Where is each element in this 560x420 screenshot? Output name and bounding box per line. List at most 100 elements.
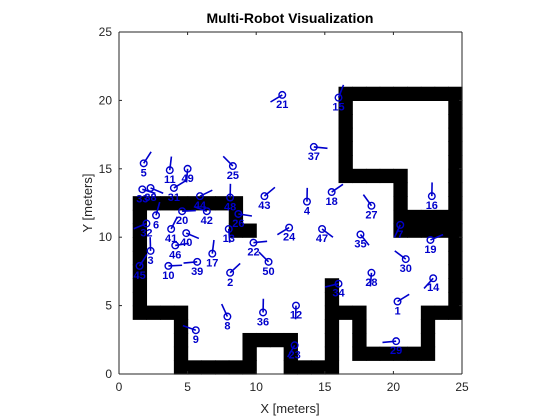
obstacle-cell — [407, 346, 422, 361]
robot-label: 20 — [176, 215, 188, 227]
obstacle-cell — [132, 196, 148, 211]
y-tick-label: 10 — [99, 230, 113, 244]
obstacle-cell — [132, 291, 148, 307]
robot-label: 31 — [168, 192, 180, 204]
obstacle-cell — [420, 86, 436, 101]
robot-label: 15 — [332, 102, 344, 114]
robot-label: 27 — [365, 210, 377, 222]
robot-label: 23 — [288, 349, 300, 361]
obstacle-cell — [420, 223, 436, 238]
robot-16: 16 — [426, 182, 438, 212]
robot-18: 18 — [326, 183, 344, 208]
robot-label: 24 — [283, 232, 296, 244]
robot-heading — [185, 232, 200, 240]
robot-label: 10 — [162, 270, 174, 282]
obstacle-cell — [420, 332, 436, 348]
robot-marker — [367, 268, 376, 277]
robot-label: 39 — [191, 266, 203, 278]
robot-label: 46 — [169, 249, 181, 261]
robot-17: 17 — [206, 239, 218, 270]
obstacle-cell — [283, 346, 298, 361]
obstacle-cell — [448, 127, 463, 143]
obstacle-cell — [132, 209, 148, 225]
robot-label: 34 — [332, 288, 345, 300]
robot-heading — [313, 146, 328, 150]
robot-label: 28 — [365, 277, 377, 289]
robot-label: 33 — [136, 193, 148, 205]
obstacle-cell — [434, 305, 449, 320]
x-tick-label: 10 — [250, 380, 264, 394]
robot-heading — [138, 253, 148, 267]
robot-marker — [396, 220, 405, 229]
y-tick-label: 25 — [99, 25, 113, 39]
obstacle-cell — [379, 346, 394, 361]
obstacle-cell — [338, 114, 353, 129]
robot-label: 8 — [224, 321, 230, 333]
robot-marker — [223, 312, 232, 321]
robot-heading — [263, 186, 276, 197]
robot-heading — [143, 151, 152, 164]
robot-marker — [195, 192, 204, 201]
obstacle-cell — [379, 86, 394, 101]
robot-marker — [334, 93, 343, 102]
obstacle-cell — [448, 196, 463, 211]
obstacle-cell — [448, 278, 463, 293]
obstacle-cell — [242, 223, 257, 238]
robot-marker — [226, 193, 235, 202]
robot-heading — [170, 216, 179, 230]
obstacle-cell — [311, 360, 326, 375]
y-tick-label: 20 — [99, 93, 113, 107]
robot-heading — [337, 84, 345, 98]
obstacle-cell — [146, 196, 161, 211]
obstacle-cell — [132, 250, 148, 266]
robot-heading — [182, 209, 196, 213]
obstacle-cell — [352, 332, 367, 348]
obstacle-cell — [407, 223, 422, 238]
robot-heading — [276, 226, 290, 236]
robot-22: 22 — [247, 238, 268, 259]
x-axis-label: X [meters] — [260, 401, 319, 416]
robot-marker — [249, 238, 258, 247]
robot-label: 42 — [201, 215, 213, 227]
robot-9: 9 — [182, 324, 200, 346]
obstacle-cell — [160, 196, 175, 211]
robot-label: 43 — [258, 200, 270, 212]
obstacle-cell — [201, 360, 216, 375]
robot-marker — [171, 241, 180, 250]
obstacle-cell — [434, 86, 449, 101]
obstacle-cell — [448, 209, 463, 225]
obstacle-cell — [338, 100, 353, 115]
robot-23: 23 — [286, 341, 301, 361]
robot-heading — [286, 344, 296, 358]
robot-44: 44 — [194, 189, 213, 212]
robot-48: 48 — [224, 183, 236, 214]
robot-label: 3 — [147, 255, 153, 267]
obstacle-cell — [365, 346, 381, 361]
obstacle-cell — [352, 168, 367, 184]
obstacle-cell — [407, 209, 422, 225]
obstacle-cell — [352, 305, 367, 320]
robot-label: 48 — [224, 202, 236, 214]
robot-24: 24 — [276, 223, 296, 244]
robot-heading — [393, 224, 401, 238]
robot-20: 20 — [176, 207, 196, 227]
robot-label: 21 — [276, 99, 288, 111]
robot-heading — [182, 324, 197, 331]
obstacle-cell — [393, 209, 408, 225]
robot-marker — [139, 159, 148, 168]
obstacle-cell — [256, 332, 271, 348]
robot-heading — [331, 183, 344, 193]
robot-label: 25 — [227, 170, 239, 182]
robot-label: 18 — [326, 196, 338, 208]
robot-marker — [367, 201, 376, 210]
robot-34: 34 — [325, 279, 346, 300]
robot-label: 38 — [144, 192, 156, 204]
obstacle-cell — [448, 141, 463, 156]
obstacle-cell — [242, 360, 257, 375]
obstacle-cell — [448, 223, 463, 238]
robot-label: 4 — [304, 206, 311, 218]
robot-heading — [133, 222, 147, 230]
robot-heading — [211, 239, 215, 254]
